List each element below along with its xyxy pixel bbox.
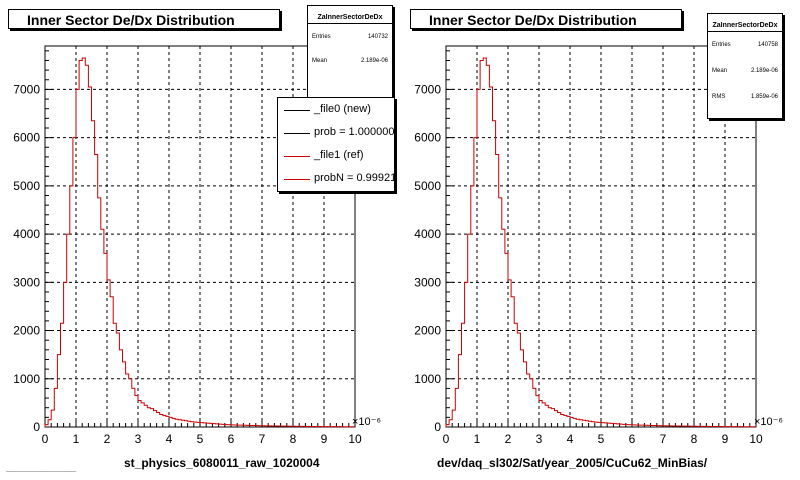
- x-tick-label: 9: [722, 432, 729, 446]
- x-tick-label: 8: [691, 432, 698, 446]
- left-legend: _file0 (new) prob = 1.000000 _file1 (ref…: [277, 97, 395, 192]
- x-tick-label: 1: [474, 432, 481, 446]
- legend-entry-prob: prob = 1.000000: [278, 122, 394, 145]
- left-stats-title: ZaInnerSectorDeDx: [308, 6, 392, 24]
- x-tick-label: 2: [505, 432, 512, 446]
- x-tick-label: 2: [104, 432, 111, 446]
- y-tick-label: 1000: [13, 372, 40, 386]
- x-tick-label: 8: [290, 432, 297, 446]
- y-tick-label: 3000: [13, 275, 40, 289]
- x-tick-label: 10: [749, 432, 763, 446]
- y-tick-label: 2000: [13, 324, 40, 338]
- y-tick-label: 3000: [414, 275, 441, 289]
- legend-entry-probn: probN = 0.999211: [278, 168, 394, 191]
- y-tick-label: 7000: [414, 82, 441, 96]
- legend-swatch-file0: [284, 110, 310, 111]
- chart-1: 0 1 2 3 4 5 6 7 8 9 10 0 1000 2000 3000 4000 5000 6000 700…: [414, 45, 763, 446]
- left-stats-mean: Mean 2.189e-06: [312, 58, 388, 64]
- x-tick-label: 9: [321, 432, 328, 446]
- y-tick-label: 4000: [13, 227, 40, 241]
- y-tick-label: 7000: [13, 82, 40, 96]
- right-x-axis-label: dev/daq_sl302/Sat/year_2005/CuCu62_MinBi…: [437, 456, 708, 470]
- y-tick-label: 5000: [13, 179, 40, 193]
- legend-swatch-file1: [284, 156, 310, 157]
- right-chart-title: Inner Sector De/Dx Distribution: [410, 9, 682, 29]
- x-tick-label: 7: [259, 432, 266, 446]
- y-tick-label: 2000: [414, 324, 441, 338]
- x-tick-label: 7: [660, 432, 667, 446]
- x-tick-label: 5: [598, 432, 605, 446]
- y-tick-label: 6000: [414, 131, 441, 145]
- x-tick-label: 10: [348, 432, 362, 446]
- right-stats-rms: RMS 1.859e-06: [712, 94, 778, 100]
- right-stats-title: ZaInnerSectorDeDx: [708, 14, 782, 32]
- x-tick-label: 3: [536, 432, 543, 446]
- right-x-exponent: ×10⁻⁶: [754, 416, 783, 428]
- x-tick-label: 0: [443, 432, 450, 446]
- y-tick-label: 0: [434, 420, 441, 434]
- left-stats-entries: Entries 140732: [312, 34, 388, 40]
- legend-entry-file0: _file0 (new): [278, 99, 394, 122]
- histogram-series-0: [44, 57, 355, 428]
- x-tick-label: 1: [73, 432, 80, 446]
- y-tick-label: 6000: [13, 131, 40, 145]
- y-tick-label: 1000: [414, 372, 441, 386]
- x-tick-label: 4: [567, 432, 574, 446]
- footer-mark: _____________________: [6, 466, 77, 472]
- histogram-series-0: [445, 57, 756, 428]
- right-stats-box: ZaInnerSectorDeDx Entries 140758 Mean 2.…: [707, 13, 783, 119]
- left-chart-title: Inner Sector De/Dx Distribution: [8, 9, 280, 29]
- x-tick-label: 6: [228, 432, 235, 446]
- x-tick-label: 5: [197, 432, 204, 446]
- x-tick-label: 0: [42, 432, 49, 446]
- left-x-exponent: ×10⁻⁶: [352, 416, 381, 428]
- right-stats-entries: Entries 140758: [712, 42, 778, 48]
- y-tick-label: 4000: [414, 227, 441, 241]
- left-x-axis-label: st_physics_6080011_raw_1020004: [124, 456, 320, 470]
- legend-swatch-probn: [284, 179, 310, 180]
- y-tick-label: 0: [33, 420, 40, 434]
- legend-swatch-prob: [284, 133, 310, 134]
- x-tick-label: 6: [629, 432, 636, 446]
- x-tick-label: 3: [135, 432, 142, 446]
- right-stats-mean: Mean 2.189e-06: [712, 68, 778, 74]
- left-stats-box: ZaInnerSectorDeDx Entries 140732 Mean 2.…: [307, 5, 393, 103]
- x-tick-label: 4: [166, 432, 173, 446]
- y-tick-label: 5000: [414, 179, 441, 193]
- legend-entry-file1: _file1 (ref): [278, 145, 394, 168]
